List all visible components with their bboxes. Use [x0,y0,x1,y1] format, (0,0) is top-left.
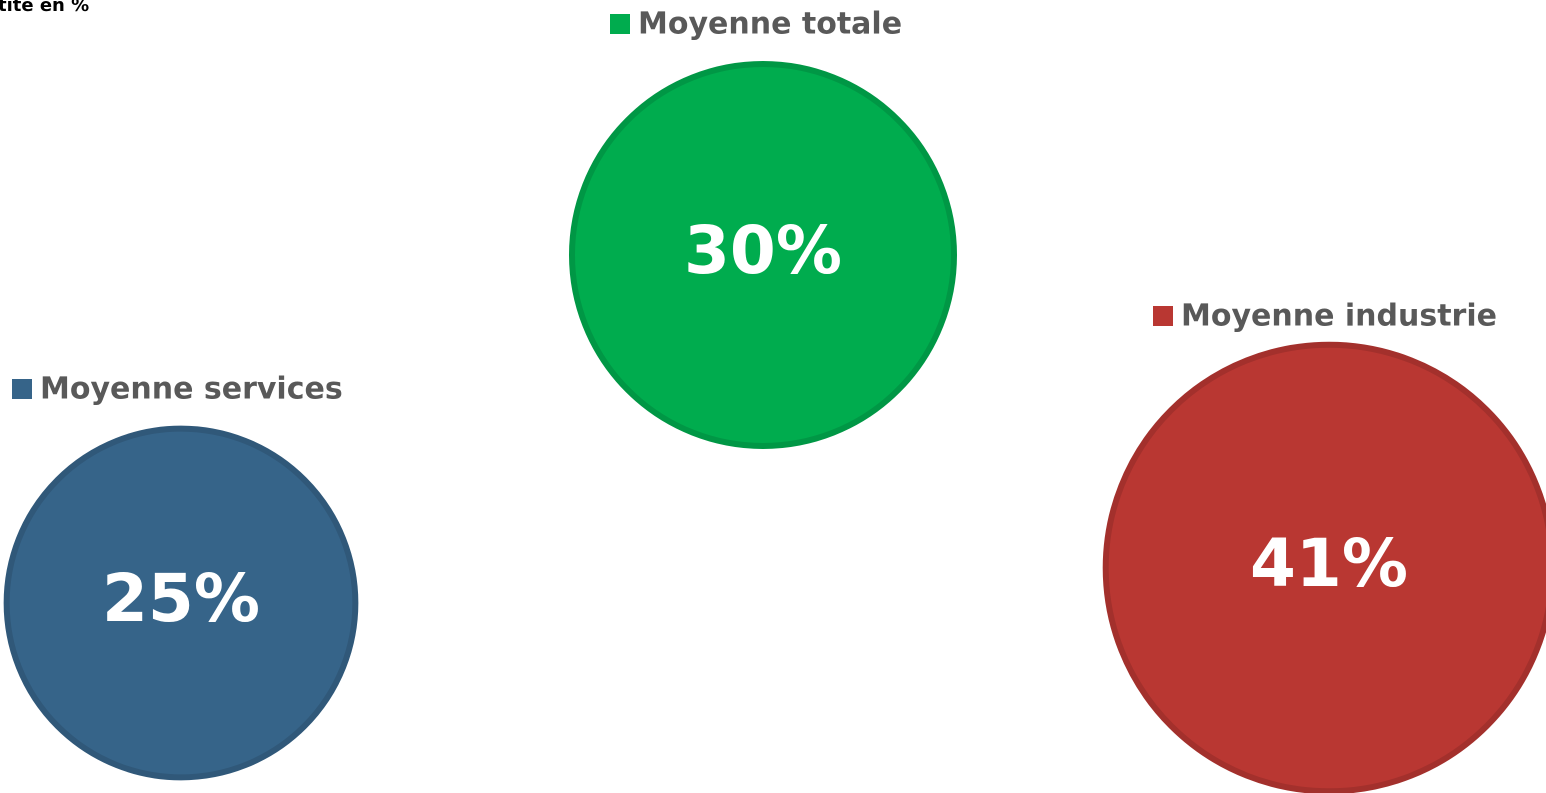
bubble [569,61,957,449]
value-label: 25% [102,560,260,637]
legend-label: Moyenne totale [638,7,902,42]
legend-marker [610,14,630,34]
legend-label: Moyenne industrie [1181,299,1497,334]
chart-title: tité en % [0,0,89,16]
value-label: 41% [1250,525,1408,602]
legend-marker [1153,306,1173,326]
bubble [3,425,359,781]
bubble [1102,341,1546,793]
value-label: 30% [684,212,842,289]
legend-label: Moyenne services [40,372,343,407]
legend-marker [12,379,32,399]
